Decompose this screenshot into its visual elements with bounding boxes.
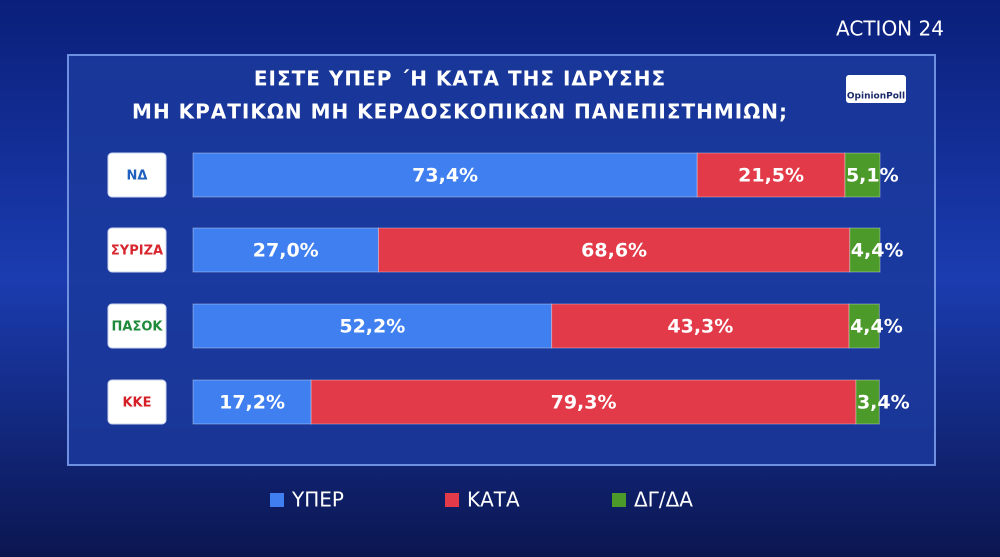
party-logo: ΣΥΡΙΖΑ bbox=[111, 244, 163, 259]
value-label: 73,4% bbox=[412, 165, 478, 187]
party-logo: ΚΚΕ bbox=[122, 396, 151, 411]
party-logo: ΠΑΣΟΚ bbox=[112, 320, 164, 335]
source: OpinionPoll bbox=[847, 92, 905, 102]
party-logo-box bbox=[107, 303, 167, 349]
party-logo-box bbox=[107, 379, 167, 425]
value-label: 52,2% bbox=[339, 316, 405, 338]
legend-swatch bbox=[612, 493, 626, 507]
value-label: 68,6% bbox=[581, 240, 647, 262]
bar-segment bbox=[377, 227, 851, 273]
bar-segment bbox=[696, 152, 846, 198]
bar-segment bbox=[192, 303, 553, 349]
value-label: 3,4% bbox=[857, 392, 910, 414]
value-label: 4,4% bbox=[850, 316, 903, 338]
legend-swatch bbox=[270, 493, 284, 507]
source-box bbox=[846, 75, 906, 103]
bar-segment bbox=[849, 227, 881, 273]
value-label: 43,3% bbox=[667, 316, 733, 338]
chart-subtitle: ΜΗ ΚΡΑΤΙΚΩΝ ΜΗ ΚΕΡΔΟΣΚΟΠΙΚΩΝ ΠΑΝΕΠΙΣΤΗΜΙ… bbox=[132, 100, 788, 124]
bar-segment bbox=[848, 303, 880, 349]
legend-label: ΚΑΤΑ bbox=[467, 488, 520, 512]
value-label: 4,4% bbox=[851, 240, 904, 262]
value-label: 5,1% bbox=[846, 165, 899, 187]
party-logo-box bbox=[107, 227, 167, 273]
bar-segment bbox=[551, 303, 850, 349]
value-label: 27,0% bbox=[253, 240, 319, 262]
legend-swatch bbox=[445, 493, 459, 507]
bar-segment bbox=[192, 379, 312, 425]
bar-segment bbox=[192, 152, 698, 198]
bar-segment bbox=[855, 379, 880, 425]
party-logo: ΝΔ bbox=[127, 169, 148, 184]
value-label: 17,2% bbox=[219, 392, 285, 414]
value-label: 21,5% bbox=[738, 165, 804, 187]
brand: ACTION 24 bbox=[836, 17, 944, 41]
bar-segment bbox=[844, 152, 881, 198]
party-logo-box bbox=[107, 152, 167, 198]
bar-segment bbox=[310, 379, 857, 425]
value-label: 79,3% bbox=[551, 392, 617, 414]
legend-label: ΔΓ/ΔΑ bbox=[634, 488, 693, 512]
legend-label: ΥΠΕΡ bbox=[291, 488, 344, 512]
chart-title: ΕΙΣΤΕ ΥΠΕΡ ΄Η ΚΑΤΑ ΤΗΣ ΙΔΡΥΣΗΣ bbox=[254, 67, 666, 91]
bar-segment bbox=[192, 227, 379, 273]
